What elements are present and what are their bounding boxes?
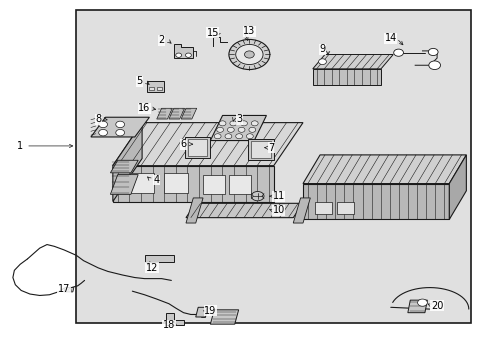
Circle shape	[185, 53, 191, 57]
Bar	[130, 173, 154, 193]
Text: 3: 3	[236, 114, 242, 124]
Polygon shape	[181, 108, 196, 119]
Circle shape	[116, 121, 124, 128]
Text: 7: 7	[267, 143, 274, 153]
Polygon shape	[210, 310, 238, 324]
Text: 6: 6	[180, 139, 186, 149]
Polygon shape	[293, 198, 310, 223]
Circle shape	[248, 127, 255, 132]
Text: 19: 19	[204, 306, 216, 316]
Polygon shape	[303, 184, 448, 220]
Polygon shape	[110, 175, 138, 194]
Bar	[203, 175, 224, 194]
Polygon shape	[64, 288, 74, 292]
Circle shape	[251, 192, 264, 201]
Circle shape	[244, 51, 254, 58]
Bar	[315, 202, 331, 214]
Polygon shape	[91, 117, 149, 137]
Text: 2: 2	[158, 35, 164, 45]
Polygon shape	[448, 155, 466, 220]
Circle shape	[235, 44, 263, 64]
Text: 18: 18	[163, 320, 175, 330]
Circle shape	[224, 134, 231, 139]
Text: 20: 20	[430, 301, 443, 311]
Text: 11: 11	[272, 191, 284, 201]
Bar	[184, 137, 210, 158]
Bar	[157, 87, 161, 90]
Polygon shape	[407, 300, 427, 313]
Circle shape	[251, 121, 258, 126]
Text: 10: 10	[272, 206, 284, 216]
Bar	[163, 173, 188, 193]
Bar	[187, 139, 207, 156]
Circle shape	[216, 127, 223, 132]
Bar	[336, 202, 353, 214]
Text: 5: 5	[136, 76, 142, 86]
Text: 13: 13	[243, 26, 255, 36]
Circle shape	[99, 130, 107, 136]
Polygon shape	[113, 123, 142, 202]
Polygon shape	[113, 123, 303, 166]
Polygon shape	[147, 81, 163, 92]
Circle shape	[238, 127, 244, 132]
Circle shape	[318, 59, 326, 64]
Polygon shape	[110, 160, 138, 173]
Text: 14: 14	[384, 33, 396, 43]
Bar	[76, 10, 470, 323]
Circle shape	[393, 49, 403, 56]
Text: 17: 17	[58, 284, 70, 294]
Circle shape	[116, 130, 124, 136]
Polygon shape	[210, 116, 266, 140]
Circle shape	[246, 134, 253, 139]
Text: 4: 4	[153, 175, 160, 185]
Text: 12: 12	[145, 263, 158, 273]
Polygon shape	[185, 203, 303, 218]
Circle shape	[227, 127, 234, 132]
Text: 9: 9	[319, 44, 325, 54]
Polygon shape	[173, 44, 193, 58]
Text: 15: 15	[206, 28, 219, 38]
Circle shape	[175, 53, 181, 57]
Polygon shape	[168, 108, 184, 119]
Polygon shape	[303, 155, 466, 184]
Bar	[149, 87, 154, 90]
Circle shape	[219, 121, 225, 126]
Text: 8: 8	[95, 114, 101, 124]
Bar	[144, 255, 173, 262]
Text: 16: 16	[138, 103, 150, 113]
Polygon shape	[195, 307, 207, 317]
Circle shape	[214, 134, 221, 139]
Circle shape	[427, 48, 437, 55]
Circle shape	[99, 121, 107, 128]
Circle shape	[229, 121, 236, 126]
Polygon shape	[113, 166, 273, 202]
Circle shape	[228, 40, 269, 69]
Polygon shape	[312, 69, 380, 85]
Text: 1: 1	[17, 141, 23, 151]
Bar	[251, 141, 270, 158]
Polygon shape	[157, 108, 172, 119]
Bar	[228, 175, 250, 194]
Polygon shape	[312, 54, 392, 69]
Polygon shape	[185, 198, 203, 223]
Bar	[248, 139, 273, 160]
Polygon shape	[166, 313, 183, 325]
Circle shape	[235, 134, 242, 139]
Circle shape	[417, 299, 427, 306]
Circle shape	[240, 121, 247, 126]
Circle shape	[428, 61, 440, 69]
